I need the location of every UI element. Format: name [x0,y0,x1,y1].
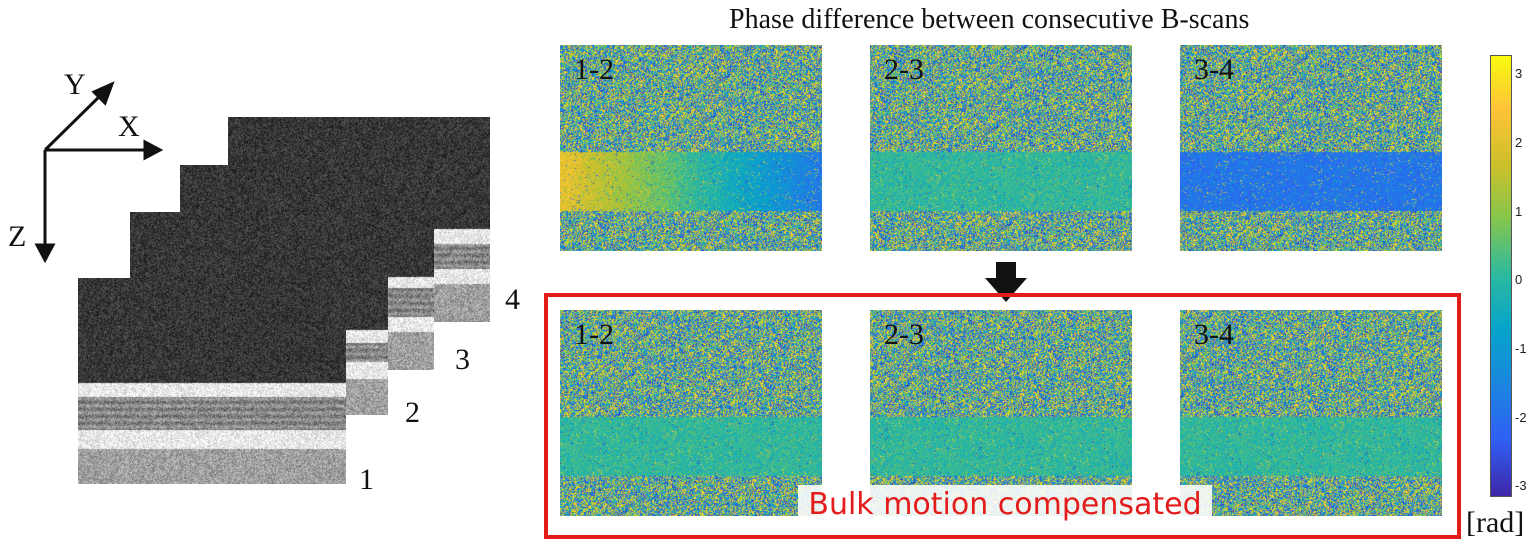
colorbar [1490,55,1512,497]
colorbar-tick: 3 [1515,66,1523,81]
bscan-number-3: 3 [455,343,470,376]
compensated-box [544,293,1461,539]
phase-panel-raw-2-3: 2-3 [870,45,1132,251]
colorbar-tick: -2 [1515,410,1527,425]
panel-label: 1-2 [574,53,614,86]
colorbar-unit: [rad] [1466,506,1525,539]
compensation-label: Bulk motion compensated [798,485,1212,528]
bscan-1 [78,278,346,484]
bscan-number-1: 1 [359,463,374,496]
colorbar-tick: -3 [1515,478,1527,493]
phase-panel-raw-3-4: 3-4 [1180,45,1442,251]
colorbar-tick: 1 [1515,204,1523,219]
colorbar-tick: 2 [1515,135,1523,150]
phase-panel-raw-1-2: 1-2 [560,45,822,251]
phase-panel-compensated-3-4: 3-4 [1180,310,1442,516]
axis-x-label: X [118,110,140,143]
panel-label: 3-4 [1194,318,1234,351]
bscan-number-2: 2 [405,396,420,429]
panel-label: 2-3 [884,53,924,86]
phase-panel-compensated-2-3: 2-3 [870,310,1132,516]
colorbar-tick: 0 [1515,272,1523,287]
panel-label: 3-4 [1194,53,1234,86]
axis-y-label: Y [64,68,86,101]
phase-panel-compensated-1-2: 1-2 [560,310,822,516]
coordinate-axes [34,81,164,264]
panel-label: 2-3 [884,318,924,351]
down-arrow-icon [985,262,1027,302]
figure-title: Phase difference between consecutive B-s… [729,4,1250,35]
bscan-number-4: 4 [505,283,520,316]
panel-label: 1-2 [574,318,614,351]
colorbar-tick: -1 [1515,341,1527,356]
axis-z-label: Z [8,220,27,253]
